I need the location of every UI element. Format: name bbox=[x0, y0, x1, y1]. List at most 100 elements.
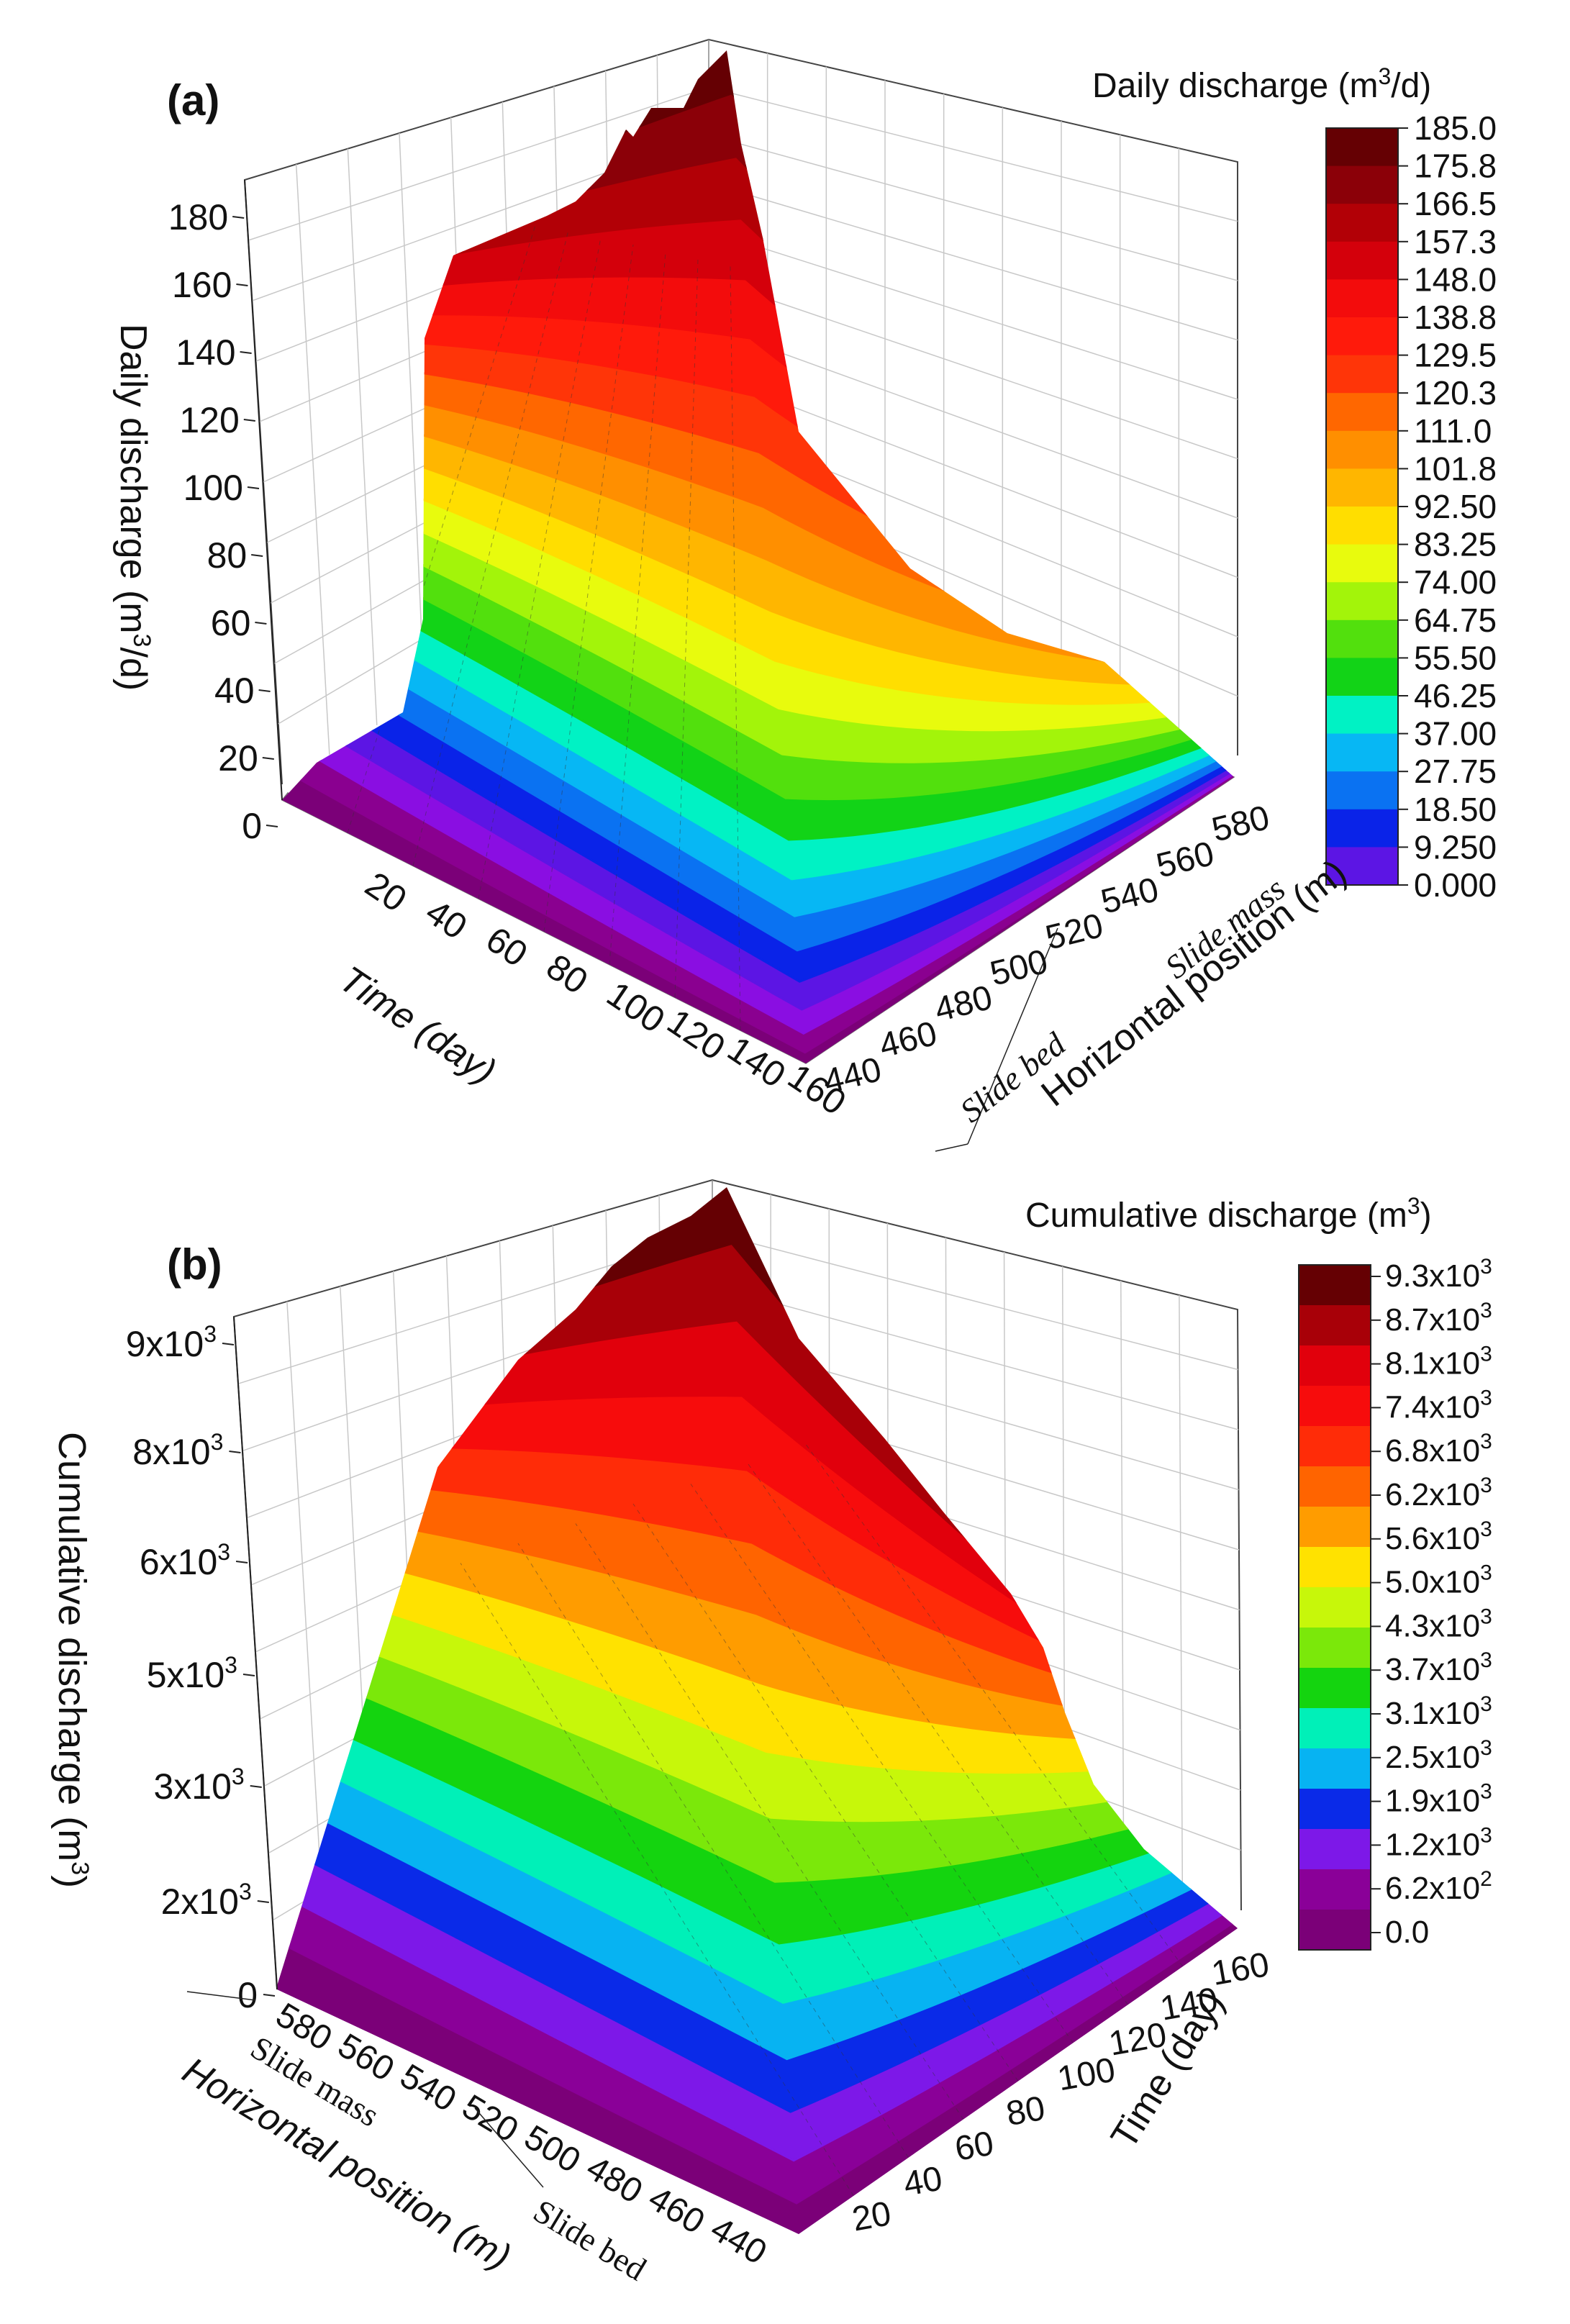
panel-b-colorbar-label: 1.2x103 bbox=[1385, 1823, 1492, 1862]
panel-a-vgrid-left-1 bbox=[295, 164, 330, 755]
panel-b-mesh-line-6 bbox=[748, 1463, 1128, 2005]
panel-a-z-tick bbox=[262, 757, 274, 760]
panel-a-z-tick bbox=[240, 351, 252, 354]
panel-b-z-tick-label: 6x103 bbox=[140, 1539, 230, 1582]
panel-b-colorbar-label: 8.1x103 bbox=[1385, 1343, 1492, 1381]
panel-a-mesh-line-6 bbox=[674, 258, 699, 998]
panel-b-z-tick bbox=[235, 1561, 248, 1563]
panel-b-position-tick-label: 460 bbox=[642, 2179, 711, 2242]
panel-a-colorbar-label: 166.5 bbox=[1414, 185, 1497, 222]
panel-b-z-tick-label: 3x103 bbox=[153, 1764, 244, 1807]
panel-b-colorbar-label: 6.8x103 bbox=[1385, 1430, 1492, 1469]
panel-b-colorbar-swatch-4 bbox=[1299, 1426, 1371, 1467]
panel-a-colorbar-label: 9.250 bbox=[1414, 828, 1497, 866]
panel-a-bed-mass-divider bbox=[967, 927, 1058, 1145]
panel-b-colorbar-label: 5.6x103 bbox=[1385, 1517, 1492, 1556]
panel-b-mesh-line-7 bbox=[805, 1444, 1184, 1967]
panel-b-z-tick bbox=[257, 1900, 269, 1903]
panel-b-position-tick-label: 440 bbox=[704, 2210, 773, 2272]
panel-a-colorbar-label: 37.00 bbox=[1414, 715, 1497, 753]
panel-b-colorbar-swatch-7 bbox=[1299, 1547, 1371, 1588]
panel-b-label: (b) bbox=[167, 1240, 222, 1289]
panel-b-z-tick bbox=[250, 1785, 262, 1788]
panel-b-colorbar-swatch-16 bbox=[1299, 1910, 1371, 1951]
panel-b-mesh-line-2 bbox=[517, 1543, 909, 2159]
panel-a-z-axis-title: Daily discharge (m3/d) bbox=[112, 324, 155, 691]
panel-a-colorbar-label: 46.25 bbox=[1414, 677, 1497, 714]
panel-a-position-tick-label: 460 bbox=[876, 1015, 941, 1066]
panel-a-z-ticks: 0 20 40 60 80 100 120 140 160 180 bbox=[168, 179, 283, 846]
panel-a-mesh-line-7 bbox=[730, 265, 741, 1031]
panel-b-colorbar-swatch-10 bbox=[1299, 1668, 1371, 1709]
panel-b-time-tick-label: 160 bbox=[1209, 1946, 1272, 1993]
panel-b-colorbar: 9.3x103 8.7x103 8.1x103 7.4x103 6.8x103 6.2x1… bbox=[1298, 1255, 1492, 1951]
panel-b-colorbar-label: 7.4x103 bbox=[1385, 1386, 1492, 1425]
panel-b-colorbar-swatch-9 bbox=[1299, 1628, 1371, 1669]
panel-b-colorbar-label: 6.2x102 bbox=[1385, 1867, 1492, 1906]
panel-a-colorbar-label: 83.25 bbox=[1414, 526, 1497, 563]
panel-a-position-tick-label: 440 bbox=[820, 1050, 886, 1102]
panel-b-colorbar-label: 4.3x103 bbox=[1385, 1604, 1492, 1643]
panel-a-z-tick bbox=[247, 486, 260, 489]
panel-b-colorbar-title: Cumulative discharge (m3) bbox=[1025, 1193, 1432, 1235]
panel-b-z-ticks: 0 2x103 3x103 5x103 6x103 8x103 9x103 bbox=[126, 1316, 278, 2015]
panel-b-z-tick bbox=[242, 1674, 255, 1676]
panel-b-colorbar-swatch-8 bbox=[1299, 1587, 1371, 1628]
panel-a-colorbar-swatch-7 bbox=[1326, 393, 1398, 432]
panel-b-colorbar-swatch-12 bbox=[1299, 1748, 1371, 1789]
panel-b-colorbar-frame bbox=[1298, 1264, 1371, 1951]
panel-a-z-tick-label: 180 bbox=[168, 197, 228, 237]
panel-a-z-tick-label: 0 bbox=[242, 806, 262, 846]
panel-a-colorbar-label: 64.75 bbox=[1414, 602, 1497, 639]
panel-b-colorbar-swatch-6 bbox=[1299, 1507, 1371, 1548]
panel-b-mesh-line-1 bbox=[460, 1563, 854, 2197]
panel-a-colorbar-swatch-16 bbox=[1326, 733, 1398, 773]
panel-a-colorbar-swatch-1 bbox=[1326, 165, 1398, 205]
panel-b-colorbar-label: 6.2x103 bbox=[1385, 1474, 1492, 1512]
panel-b-colorbar-swatch-0 bbox=[1299, 1265, 1371, 1306]
panel-a-z-tick bbox=[258, 689, 271, 692]
panel-b-colorbar-swatch-1 bbox=[1299, 1305, 1371, 1346]
panel-a-colorbar-swatch-9 bbox=[1326, 468, 1398, 507]
panel-a-colorbar-label: 0.000 bbox=[1414, 866, 1497, 904]
panel-a-z-tick-label: 140 bbox=[176, 332, 235, 373]
panel-a-colorbar-label: 55.50 bbox=[1414, 639, 1497, 676]
panel-b-vgrid-left-1 bbox=[286, 1301, 326, 1957]
panel-b: 0 2x103 3x103 5x103 6x103 8x103 9x103 20406080… bbox=[50, 1179, 1492, 2288]
panel-a-z-tick bbox=[251, 554, 263, 557]
panel-a-position-tick-label: 560 bbox=[1153, 835, 1218, 886]
panel-a-z-tick-label: 160 bbox=[172, 265, 232, 305]
panel-a-z-tick-label: 120 bbox=[179, 400, 239, 440]
panel-a-z-tick bbox=[232, 216, 245, 219]
panel-b-colorbar-swatch-2 bbox=[1299, 1345, 1371, 1386]
panel-a-colorbar-label: 138.8 bbox=[1414, 299, 1497, 336]
panel-b-z-tick-label: 8x103 bbox=[132, 1429, 223, 1472]
panel-a-colorbar: 185.0175.8166.5157.3148.0138.8129.5120.3… bbox=[1325, 109, 1497, 904]
panel-a-mesh-line-1 bbox=[347, 222, 537, 833]
panel-a-position-tick-label: 520 bbox=[1042, 907, 1107, 958]
panel-a-z-tick bbox=[243, 419, 255, 422]
panel-a-vgrid-left-2 bbox=[347, 148, 378, 725]
panel-a-colorbar-swatch-0 bbox=[1326, 128, 1398, 167]
panel-a-position-tick-label: 580 bbox=[1208, 799, 1274, 850]
panel-b-mesh-line-4 bbox=[632, 1503, 1019, 2082]
panel-b-z-tick bbox=[222, 1343, 235, 1345]
panel-a-z-tick bbox=[236, 283, 248, 286]
panel-b-vgrid-right-8 bbox=[1179, 1294, 1184, 1888]
panel-a-mesh-line-2 bbox=[412, 230, 569, 866]
panel-b-slide-bed-label: Slide bed bbox=[527, 2192, 653, 2288]
panel-b-mass-underline bbox=[186, 1991, 256, 2001]
panel-a-colorbar-swatch-13 bbox=[1326, 619, 1398, 659]
panel-a-z-tick-label: 80 bbox=[207, 535, 248, 576]
panel-b-z-tick-label: 2x103 bbox=[161, 1879, 252, 1922]
panel-a-position-tick-label: 480 bbox=[931, 979, 997, 1030]
panel-a-colorbar-swatch-15 bbox=[1326, 696, 1398, 735]
panel-b-mesh-line-5 bbox=[690, 1484, 1074, 2043]
panel-a-time-tick-label: 60 bbox=[479, 919, 535, 975]
panel-a-colorbar-label: 27.75 bbox=[1414, 753, 1497, 790]
panel-a-colorbar-swatch-5 bbox=[1326, 317, 1398, 356]
panel-b-z-tick bbox=[263, 1994, 276, 1997]
